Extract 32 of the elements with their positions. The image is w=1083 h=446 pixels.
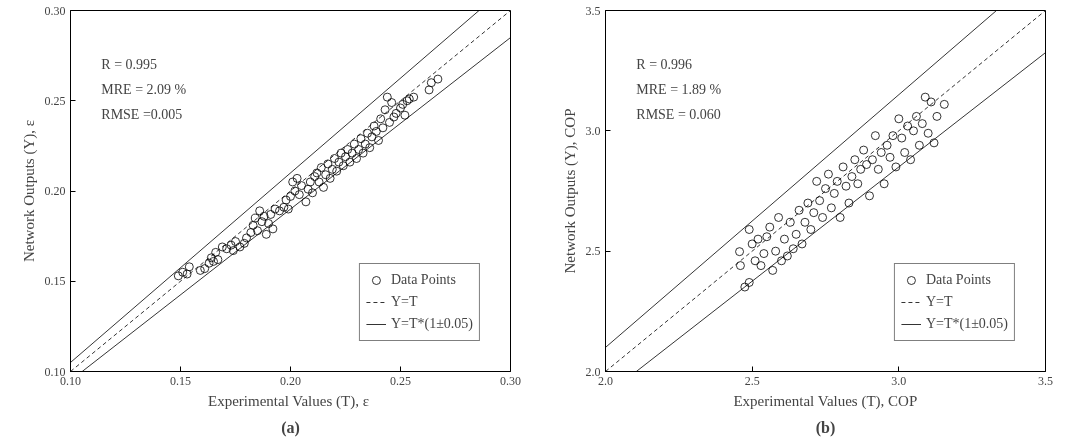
y-tick-label: 0.25: [44, 93, 66, 108]
x-tick-label: 0.30: [500, 373, 521, 388]
y-tick-label: 0.15: [44, 274, 66, 289]
annotation: MRE = 2.09 %: [101, 82, 187, 98]
y-axis-title: Network Outputs (Y), COP: [561, 108, 579, 274]
text: (b): [815, 418, 836, 437]
x-tick-label: 2.5: [744, 373, 760, 388]
y-tick-label: 3.5: [585, 3, 601, 18]
annotation: RMSE =0.005: [101, 107, 183, 123]
annotation: MRE = 1.89 %: [636, 82, 722, 98]
y-tick-label: 0.30: [44, 3, 66, 18]
text: (a): [281, 418, 300, 437]
x-axis-title: Experimental Values (T), COP: [733, 392, 918, 410]
y-tick-label: 3.0: [585, 123, 601, 138]
y-axis-title: Network Outputs (Y), ε: [20, 119, 38, 263]
y-tick-label: 0.20: [44, 184, 66, 198]
x-axis-title: Experimental Values (T), ε: [208, 392, 369, 410]
legend-label: Data Points: [390, 272, 456, 288]
x-tick-label: 0.20: [280, 373, 301, 388]
x-tick-label: 0.25: [390, 373, 411, 388]
annotation: R = 0.996: [636, 56, 693, 72]
legend-label: Y=T: [925, 294, 953, 310]
legend-label: Data Points: [925, 272, 991, 288]
y-tick-label: 2.5: [585, 244, 601, 259]
x-tick-label: 3.5: [1038, 373, 1053, 388]
legend-label: Y=T*(1±0.05): [390, 316, 473, 332]
legend-label: Y=T*(1±0.05): [925, 316, 1008, 332]
x-tick-label: 3.0: [891, 373, 907, 388]
x-tick-label: 0.15: [170, 373, 191, 388]
legend-label: Y=T: [390, 294, 418, 310]
annotation: R = 0.995: [101, 56, 158, 72]
annotation: RMSE = 0.060: [636, 107, 721, 123]
